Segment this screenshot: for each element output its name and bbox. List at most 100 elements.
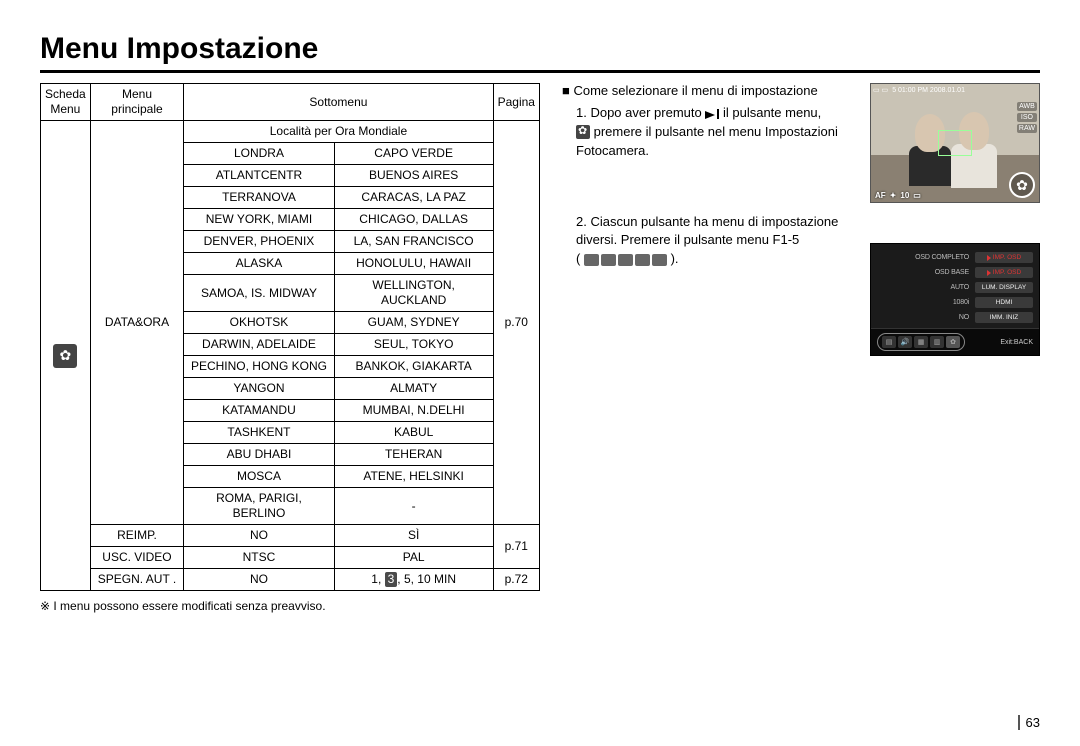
city-r: MUMBAI, N.DELHI: [334, 400, 493, 422]
osd-r: IMM. INIZ: [975, 312, 1033, 323]
spegn-highlight: 3: [385, 572, 398, 587]
city-r: TEHERAN: [334, 444, 493, 466]
af-frame: [938, 130, 972, 156]
camera-preview: ▭ ▭5 01:00 PM 2008.01.01 AWB ISO RAW AF …: [870, 83, 1040, 203]
step1-b: il pulsante menu,: [723, 105, 821, 120]
osd-r: LUM. DISPLAY: [975, 282, 1033, 293]
city-r: SEUL, TOKYO: [334, 334, 493, 356]
instructions-region: Come selezionare il menu di impostazione…: [562, 83, 1040, 613]
city-l: TERRANOVA: [184, 187, 334, 209]
city-r: -: [334, 488, 493, 525]
step-2: 2. Ciascun pulsante ha menu di impostazi…: [576, 213, 876, 270]
step2-a: 2. Ciascun pulsante ha menu di impostazi…: [576, 214, 838, 248]
osd-l: OSD BASE: [877, 269, 975, 276]
step2-c: ).: [671, 251, 679, 266]
badge: RAW: [1017, 124, 1037, 133]
city-l: LONDRA: [184, 143, 334, 165]
city-l: YANGON: [184, 378, 334, 400]
osd-menu: OSD COMPLETOIMP. OSD OSD BASEIMP. OSD AU…: [870, 243, 1040, 356]
table-header-row: Scheda Menu Menu principale Sottomenu Pa…: [41, 84, 540, 121]
osd-l: OSD COMPLETO: [877, 254, 975, 261]
spegn-a: 1,: [371, 572, 384, 586]
preview-topbar: ▭ ▭5 01:00 PM 2008.01.01: [873, 86, 1037, 94]
city-r: WELLINGTON, AUCKLAND: [334, 275, 493, 312]
city-l: SAMOA, IS. MIDWAY: [184, 275, 334, 312]
city-l: ROMA, PARIGI, BERLINO: [184, 488, 334, 525]
city-r: HONOLULU, HAWAII: [334, 253, 493, 275]
city-r: GUAM, SYDNEY: [334, 312, 493, 334]
th-tab: Scheda Menu: [41, 84, 91, 121]
city-r: LA, SAN FRANCISCO: [334, 231, 493, 253]
f4-btn[interactable]: ▥: [930, 336, 944, 348]
city-l: TASHKENT: [184, 422, 334, 444]
page-p72: p.72: [493, 569, 539, 591]
ten-label: 10: [900, 191, 909, 200]
city-l: OKHOTSK: [184, 312, 334, 334]
badge: AWB: [1017, 102, 1037, 111]
spegn-b: , 5, 10 MIN: [397, 572, 456, 586]
f2-icon: [601, 254, 616, 266]
mainmenu-reimp: REIMP.: [90, 525, 184, 547]
settings-table: Scheda Menu Menu principale Sottomenu Pa…: [40, 83, 540, 591]
step1-a: 1. Dopo aver premuto: [576, 105, 705, 120]
spegn-no: NO: [184, 569, 334, 591]
city-r: BUENOS AIRES: [334, 165, 493, 187]
page-number: 63: [1018, 715, 1040, 730]
city-l: MOSCA: [184, 466, 334, 488]
f4-icon: [635, 254, 650, 266]
preview-top-text: 5 01:00 PM 2008.01.01: [892, 87, 965, 94]
tab-icon-cell: ✿: [41, 121, 91, 591]
th-main: Menu principale: [90, 84, 184, 121]
play-icon: [987, 270, 991, 276]
reimp-si: SÌ: [334, 525, 493, 547]
settings-table-region: Scheda Menu Menu principale Sottomenu Pa…: [40, 83, 540, 613]
osd-l: AUTO: [877, 284, 975, 291]
reimp-no: NO: [184, 525, 334, 547]
f5-btn[interactable]: ✿: [946, 336, 960, 348]
step2-b: (: [576, 251, 584, 266]
gear-icon-inline: [576, 125, 590, 139]
gear-circle-icon: ✿: [1009, 172, 1035, 198]
city-l: KATAMANDU: [184, 400, 334, 422]
f2-btn[interactable]: 🔊: [898, 336, 912, 348]
city-l: NEW YORK, MIAMI: [184, 209, 334, 231]
page-p71: p.71: [493, 525, 539, 569]
city-r: ALMATY: [334, 378, 493, 400]
osd-r: IMP. OSD: [975, 267, 1033, 278]
step-1: 1. Dopo aver premuto il pulsante menu, p…: [576, 104, 876, 161]
badge: ISO: [1017, 113, 1037, 122]
city-r: KABUL: [334, 422, 493, 444]
city-r: CARACAS, LA PAZ: [334, 187, 493, 209]
page-p70: p.70: [493, 121, 539, 525]
osd-l: 1080i: [877, 299, 975, 306]
preview-side-badges: AWB ISO RAW: [1017, 102, 1037, 133]
preview-bottom: AF ✦ 10 ▭: [875, 191, 921, 200]
osd-l: NO: [877, 314, 975, 321]
spegn-values: 1, 3, 5, 10 MIN: [334, 569, 493, 591]
city-r: CAPO VERDE: [334, 143, 493, 165]
osd-exit: Exit:BACK: [1000, 339, 1033, 346]
city-l: DARWIN, ADELAIDE: [184, 334, 334, 356]
f1-btn[interactable]: ▤: [882, 336, 896, 348]
city-l: ALASKA: [184, 253, 334, 275]
mainmenu-spegn: SPEGN. AUT .: [90, 569, 184, 591]
city-r: ATENE, HELSINKI: [334, 466, 493, 488]
usc-pal: PAL: [334, 547, 493, 569]
th-page: Pagina: [493, 84, 539, 121]
f5-icon: [652, 254, 667, 266]
mainmenu-dataora: DATA&ORA: [90, 121, 184, 525]
f-button-ring: ▤ 🔊 ▦ ▥ ✿: [877, 333, 965, 351]
gear-icon: ✿: [53, 344, 77, 368]
mainmenu-uscvideo: USC. VIDEO: [90, 547, 184, 569]
f3-btn[interactable]: ▦: [914, 336, 928, 348]
f3-icon: [618, 254, 633, 266]
osd-r: HDMI: [975, 297, 1033, 308]
footnote: ※ I menu possono essere modificati senza…: [40, 599, 540, 613]
city-r: CHICAGO, DALLAS: [334, 209, 493, 231]
city-l: PECHINO, HONG KONG: [184, 356, 334, 378]
f1-icon: [584, 254, 599, 266]
page-title: Menu Impostazione: [40, 32, 1040, 73]
play-icon: [987, 255, 991, 261]
th-sub: Sottomenu: [184, 84, 493, 121]
osd-footer: ▤ 🔊 ▦ ▥ ✿ Exit:BACK: [871, 328, 1039, 355]
